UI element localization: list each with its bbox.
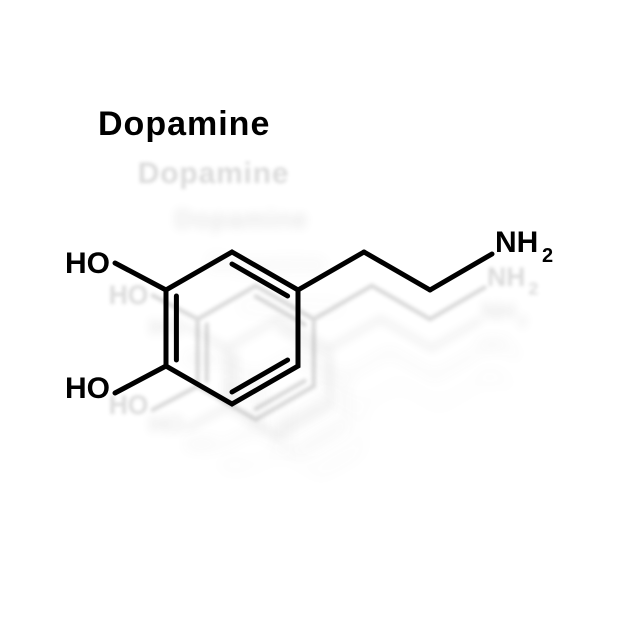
bond-ho-top-bond xyxy=(115,263,166,290)
molecule-title: Dopamine xyxy=(98,105,270,143)
atom-label-HO-bottom: HO xyxy=(65,372,110,405)
bond-ho-bottom-bond xyxy=(115,366,166,393)
structure-layer: Dopamine HO HO NH2 xyxy=(0,0,626,626)
benzene-ring xyxy=(166,252,298,404)
atom-label-NH2-sub: 2 xyxy=(542,245,553,267)
bond-chain3 xyxy=(430,254,492,290)
bond-chain2 xyxy=(364,252,430,290)
molecule-structure: Dopamine HO HO NH2 xyxy=(65,105,553,405)
bond-chain1 xyxy=(298,252,364,290)
diagram-canvas: DopamineHOHONH2DopamineHOHONH2DopamineHO… xyxy=(0,0,626,626)
atom-label-HO-top: HO xyxy=(65,247,110,280)
atom-label-NH: NH xyxy=(495,226,538,259)
